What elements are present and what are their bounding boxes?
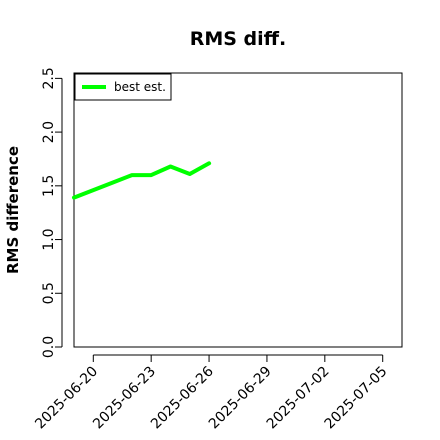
series-layer [72,161,212,200]
y-axis-label: RMS difference [4,146,22,274]
legend: best est. [74,73,172,101]
x-tick-label: 2025-07-05 [322,364,391,433]
legend-label-best-est: best est. [114,80,166,94]
y-axis: 0.0 0.5 1.0 1.5 2.0 2.5 [41,67,63,358]
y-tick-label: 2.0 [41,121,57,143]
plot-frame [73,72,403,348]
y-tick-label: 0.5 [41,282,57,304]
y-tick-label: 1.5 [41,175,57,197]
x-axis: 2025-06-202025-06-232025-06-262025-06-29… [32,354,391,433]
y-tick-label: 0.0 [41,336,57,358]
series-line-best-est [72,161,212,200]
chart-title: RMS diff. [190,28,287,50]
y-tick-label: 2.5 [41,67,57,89]
y-tick-label: 1.0 [41,228,57,250]
